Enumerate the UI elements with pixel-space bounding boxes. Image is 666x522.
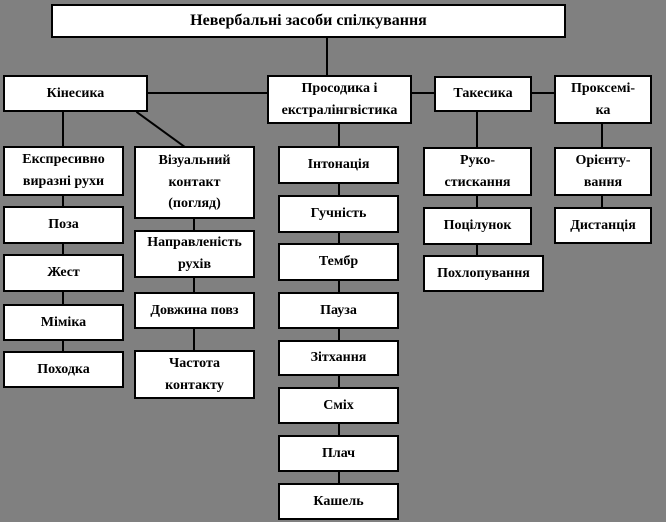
node-zhest: Жест: [3, 254, 124, 292]
node-takesyka: Такесика: [434, 76, 532, 112]
node-vizualnyi-kontakt: Візуальний контакт (погляд): [134, 146, 255, 219]
node-kinesyka: Кінесика: [3, 75, 148, 112]
node-tembr-label: Тембр: [318, 254, 359, 270]
node-kashel-label: Кашель: [313, 493, 364, 509]
connector-oriientuvannia-to-dystantsiia: [601, 196, 603, 207]
connector-proksemika-to-oriientuvannia: [601, 124, 603, 147]
node-pauza-label: Пауза: [320, 302, 357, 318]
connector-napravlenist-to-dovzhyna: [193, 278, 195, 292]
node-intonatsiia: Інтонація: [278, 146, 399, 184]
connector-poza-to-zhest: [62, 244, 64, 254]
connector-kinesyka-down: [62, 112, 64, 146]
connector-intonatsiia-to-huchnist: [338, 184, 340, 195]
connector-zhest-to-mimika: [62, 292, 64, 304]
node-pauza: Пауза: [278, 292, 399, 329]
node-zitkhannia-label: Зітхання: [310, 350, 367, 366]
connector-zitkhannia-to-smikh: [338, 376, 340, 387]
node-pokhodka-label: Походка: [37, 361, 90, 377]
node-proksemika: Проксемі- ка: [554, 75, 652, 124]
node-kinesyka-label: Кінесика: [46, 85, 105, 101]
node-pokhodka: Походка: [3, 351, 124, 388]
node-rukostyskannia: Руко- стискання: [423, 147, 532, 196]
connector-title-to-prosodyka: [326, 38, 328, 75]
connector-potsilunok-to-pokhlopuvannia: [476, 245, 478, 255]
node-plach: Плач: [278, 435, 399, 472]
connector-prosodyka-to-intonatsiia: [338, 124, 340, 146]
node-huchnist-label: Гучність: [310, 206, 367, 222]
connector-dovzhyna-to-chastota: [193, 329, 195, 350]
connector-takesyka-to-proksemika: [532, 92, 554, 94]
connector-smikh-to-plach: [338, 424, 340, 435]
connector-pauza-to-zitkhannia: [338, 329, 340, 340]
node-dystantsiia-label: Дистанція: [570, 217, 636, 233]
node-oriientuvannia-label: Орієнту- вання: [575, 152, 631, 190]
node-prosodyka-label: Просодика і екстралінгвістика: [281, 80, 398, 118]
connector-prosodyka-to-takesyka: [412, 92, 434, 94]
node-oriientuvannia: Орієнту- вання: [554, 147, 652, 196]
node-proksemika-label: Проксемі- ка: [570, 80, 636, 118]
node-intonatsiia-label: Інтонація: [307, 157, 370, 173]
node-prosodyka: Просодика і екстралінгвістика: [267, 75, 412, 124]
node-smikh-label: Сміх: [323, 397, 354, 413]
node-smikh: Сміх: [278, 387, 399, 424]
node-dovzhyna-povz: Довжина повз: [134, 292, 255, 329]
node-mimika-label: Міміка: [40, 314, 87, 330]
node-root-title-label: Невербальні засоби спілкування: [190, 12, 427, 30]
node-vizualnyi-kontakt-label: Візуальний контакт (погляд): [158, 152, 231, 212]
node-takesyka-label: Такесика: [453, 86, 513, 102]
connector-kinesyka-to-prosodyka: [148, 92, 267, 94]
node-chastota-kontaktu: Частота контакту: [134, 350, 255, 399]
connector-kinesyka-to-vizualnyi: [135, 111, 186, 148]
connector-takesyka-to-rukostyskannia: [476, 112, 478, 147]
connector-vizualnyi-to-napravlenist: [193, 219, 195, 230]
connector-tembr-to-pauza: [338, 281, 340, 292]
node-zitkhannia: Зітхання: [278, 340, 399, 376]
node-rukostyskannia-label: Руко- стискання: [444, 152, 511, 190]
node-plach-label: Плач: [321, 445, 356, 461]
connector-plach-to-kashel: [338, 472, 340, 483]
node-chastota-kontaktu-label: Частота контакту: [165, 355, 224, 393]
node-kashel: Кашель: [278, 483, 399, 520]
connector-rukostyskannia-to-potsilunok: [476, 196, 478, 207]
node-napravlenist-rukhiv: Направленість рухів: [134, 230, 255, 278]
node-dystantsiia: Дистанція: [554, 207, 652, 244]
node-napravlenist-rukhiv-label: Направленість рухів: [147, 235, 242, 272]
connector-mimika-to-pokhodka: [62, 341, 64, 351]
connector-ekspresyvni-to-poza: [62, 196, 64, 206]
node-mimika: Міміка: [3, 304, 124, 341]
node-potsilunok: Поцілунок: [423, 207, 532, 245]
node-root-title: Невербальні засоби спілкування: [51, 4, 566, 38]
node-pokhlopuvannia: Похлопування: [423, 255, 544, 292]
node-poza: Поза: [3, 206, 124, 244]
node-zhest-label: Жест: [47, 265, 80, 281]
node-tembr: Тембр: [278, 243, 399, 281]
node-potsilunok-label: Поцілунок: [443, 218, 512, 234]
node-pokhlopuvannia-label: Похлопування: [437, 265, 530, 281]
node-huchnist: Гучність: [278, 195, 399, 233]
connector-huchnist-to-tembr: [338, 233, 340, 243]
node-ekspresyvni-rukhy: Експресивно виразні рухи: [3, 146, 124, 196]
node-ekspresyvni-rukhy-label: Експресивно виразні рухи: [22, 152, 105, 189]
node-poza-label: Поза: [48, 217, 79, 233]
node-dovzhyna-povz-label: Довжина повз: [150, 302, 239, 318]
